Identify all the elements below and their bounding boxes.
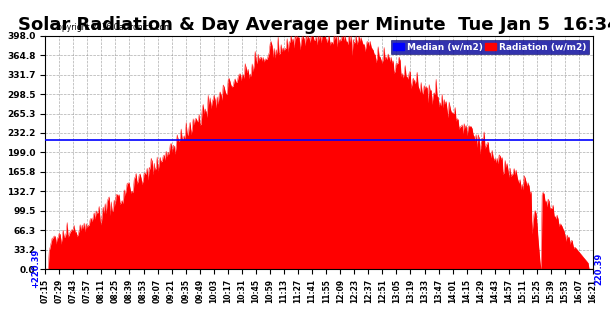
Text: Copyright 2016 Cartronics.com: Copyright 2016 Cartronics.com — [52, 23, 171, 32]
Text: 220.39: 220.39 — [594, 253, 603, 285]
Title: Solar Radiation & Day Average per Minute  Tue Jan 5  16:34: Solar Radiation & Day Average per Minute… — [18, 16, 610, 34]
Text: +220.39: +220.39 — [30, 249, 40, 288]
Legend: Median (w/m2), Radiation (w/m2): Median (w/m2), Radiation (w/m2) — [391, 40, 589, 54]
